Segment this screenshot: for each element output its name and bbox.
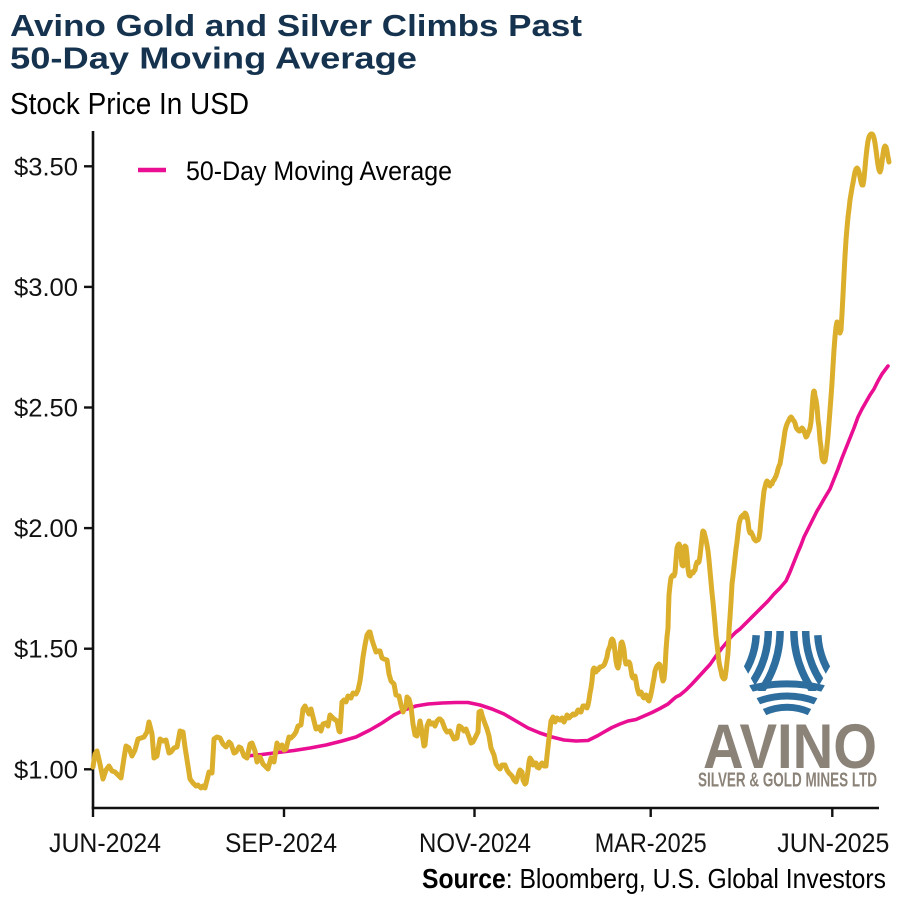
svg-text:NOV-2024: NOV-2024 [419, 828, 531, 858]
svg-text:Source: Bloomberg, U.S. Global: Source: Bloomberg, U.S. Global Investors [422, 863, 886, 894]
svg-text:$1.50: $1.50 [14, 636, 78, 664]
svg-text:AVINO: AVINO [703, 712, 877, 782]
svg-text:MAR-2025: MAR-2025 [595, 828, 707, 858]
svg-text:$1.00: $1.00 [14, 756, 78, 784]
svg-text:JUN-2024: JUN-2024 [49, 828, 161, 858]
svg-text:$3.00: $3.00 [14, 274, 78, 302]
svg-text:$2.50: $2.50 [14, 395, 78, 423]
svg-text:$2.00: $2.00 [14, 515, 78, 543]
svg-text:SEP-2024: SEP-2024 [225, 828, 337, 858]
svg-text:$3.50: $3.50 [14, 153, 78, 181]
svg-text:JUN-2025: JUN-2025 [777, 828, 889, 858]
svg-text:50-Day Moving Average: 50-Day Moving Average [186, 156, 452, 186]
svg-text:50-Day Moving Average: 50-Day Moving Average [10, 42, 417, 76]
svg-text:SILVER & GOLD MINES LTD: SILVER & GOLD MINES LTD [698, 769, 877, 792]
svg-text:Stock Price In USD: Stock Price In USD [10, 86, 249, 121]
svg-text:Avino Gold and Silver Climbs P: Avino Gold and Silver Climbs Past [10, 9, 582, 43]
